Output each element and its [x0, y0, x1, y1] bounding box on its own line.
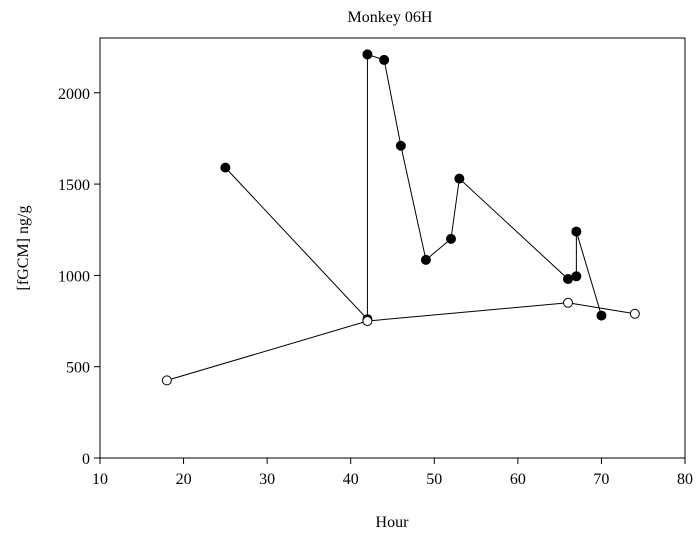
- series-1-point: [395, 140, 406, 151]
- x-axis-label: Hour: [376, 514, 410, 531]
- series-1-point: [420, 254, 431, 265]
- y-tick-label: 1500: [58, 177, 90, 194]
- series-1-line: [224, 53, 602, 321]
- y-axis-label: [fGCM] ng/g: [15, 206, 32, 291]
- x-tick-label: 60: [510, 471, 526, 488]
- y-tick-label: 2000: [58, 86, 90, 103]
- series-1-point: [220, 162, 231, 173]
- x-tick-label: 20: [176, 471, 192, 488]
- series-1-point: [596, 310, 607, 321]
- chart-title: Monkey 06H: [348, 9, 433, 26]
- plot-frame: [99, 37, 686, 459]
- x-tick-label: 10: [92, 471, 108, 488]
- series-1-point: [454, 173, 465, 184]
- series-1-point: [563, 274, 573, 285]
- series-2-line: [166, 302, 635, 381]
- series-2-point: [161, 375, 172, 386]
- series-1-point: [379, 54, 390, 65]
- series-2-point: [563, 297, 573, 308]
- x-tick-label: 70: [593, 471, 609, 488]
- series-1-point: [446, 233, 456, 244]
- series-2-point: [629, 308, 640, 319]
- x-tick-label: 80: [677, 471, 693, 488]
- y-tick-label: 500: [66, 360, 90, 377]
- series-1-point: [571, 226, 582, 237]
- x-tick-label: 50: [426, 471, 442, 488]
- y-tick-label: 1000: [58, 268, 90, 285]
- series-1-point: [362, 49, 373, 60]
- axis-layer: 10 20 30 40 50 60 70 80 0 500 1000 1500 2000: [58, 86, 693, 488]
- series-layer: [161, 49, 640, 386]
- y-tick-label: 0: [82, 451, 90, 468]
- x-tick-label: 40: [343, 471, 359, 488]
- series-1-point: [571, 271, 582, 282]
- x-tick-label: 30: [259, 471, 275, 488]
- series-2-point: [362, 316, 373, 327]
